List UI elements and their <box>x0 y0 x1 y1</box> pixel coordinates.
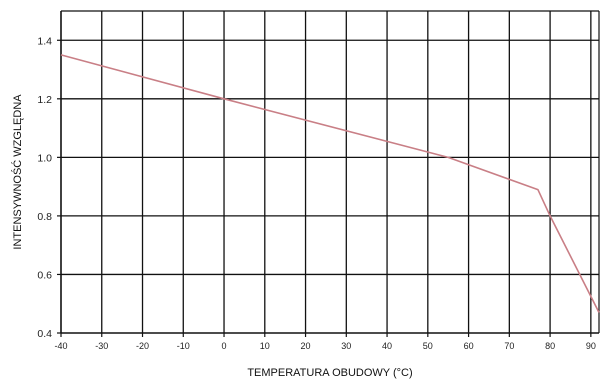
x-tick-label: -20 <box>136 341 149 351</box>
y-axis-label: INTENSYWNOŚĆ WZGLĘDNA <box>11 94 24 250</box>
x-tick-label: 40 <box>382 341 392 351</box>
series-line <box>60 54 600 313</box>
grid <box>57 10 600 337</box>
x-tick-label: -30 <box>95 341 108 351</box>
y-tick-label: 1.4 <box>37 35 52 47</box>
y-tick-label: 0.8 <box>37 211 52 223</box>
x-tick-label: 90 <box>586 341 596 351</box>
x-tick-label: 60 <box>464 341 474 351</box>
x-tick-label: -10 <box>177 341 190 351</box>
y-tick-label: 1.2 <box>37 94 52 106</box>
x-axis-label: TEMPERATURA OBUDOWY (°C) <box>247 367 412 379</box>
tick-labels: -40 -30 -20 -10 0 10 20 30 40 50 60 70 80 90 0.4 0.6 0.8… <box>37 35 595 351</box>
x-tick-label: 10 <box>260 341 270 351</box>
x-tick-label: 20 <box>301 341 311 351</box>
x-tick-label: -40 <box>54 341 67 351</box>
x-tick-label: 0 <box>222 341 227 351</box>
series-layer <box>60 54 600 313</box>
x-tick-label: 30 <box>341 341 351 351</box>
x-tick-label: 70 <box>504 341 514 351</box>
y-tick-label: 0.4 <box>37 328 52 340</box>
y-tick-label: 0.6 <box>37 269 52 281</box>
x-tick-label: 50 <box>423 341 433 351</box>
y-tick-label: 1.0 <box>37 152 52 164</box>
x-tick-label: 80 <box>545 341 555 351</box>
